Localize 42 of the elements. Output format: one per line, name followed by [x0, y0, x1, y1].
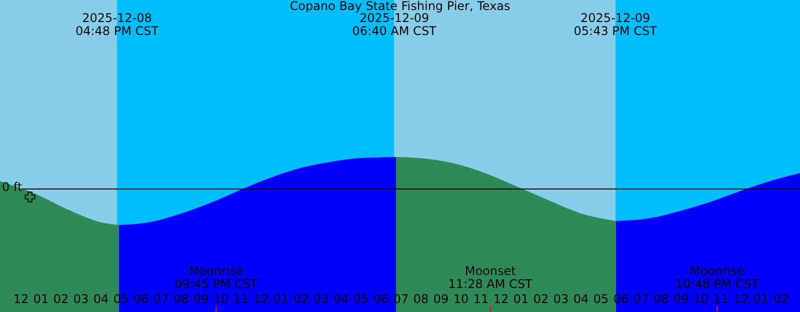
x-tick-label: 02: [773, 292, 789, 306]
ref-line-label: Moonset 11:28 AM CST: [448, 264, 534, 291]
x-tick-label: 03: [313, 292, 329, 306]
x-tick-label: 09: [433, 292, 449, 306]
x-tick-label: 01: [273, 292, 289, 306]
x-tick-label: 08: [653, 292, 669, 306]
annotation: 2025-12-09 05:43 PM CST: [574, 11, 658, 38]
ref-line-label: Moonrise 10:48 PM CST: [675, 264, 760, 291]
x-tick-label: 02: [53, 292, 69, 306]
ref-line-label: Moonrise 09:45 PM CST: [174, 264, 258, 291]
x-tick-label: 12: [493, 292, 509, 306]
x-tick-label: 04: [333, 292, 349, 306]
x-tick-label: 10: [453, 292, 469, 306]
x-tick-label: 03: [73, 292, 89, 306]
x-tick-label: 08: [173, 292, 189, 306]
x-tick-label: 10: [693, 292, 709, 306]
x-tick-label: 03: [553, 292, 569, 306]
x-tick-label: 02: [533, 292, 549, 306]
x-tick-label: 04: [93, 292, 109, 306]
x-tick-label: 08: [413, 292, 429, 306]
x-tick-label: 07: [153, 292, 169, 306]
x-tick-label: 01: [753, 292, 769, 306]
x-tick-label: 07: [633, 292, 649, 306]
chart-title: Copano Bay State Fishing Pier, Texas: [290, 0, 510, 13]
x-tick-label: 06: [373, 292, 389, 306]
x-tick-label: 04: [573, 292, 589, 306]
x-tick-label: 10: [213, 292, 229, 306]
x-tick-label: 05: [353, 292, 369, 306]
x-tick-label: 11: [233, 292, 249, 306]
x-tick-label: 05: [593, 292, 609, 306]
x-tick-label: 02: [293, 292, 309, 306]
x-tick-label: 11: [713, 292, 729, 306]
annotation: 2025-12-08 04:48 PM CST: [75, 11, 160, 38]
x-tick-label: 01: [513, 292, 529, 306]
x-tick-label: 01: [33, 292, 49, 306]
x-tick-label: 06: [133, 292, 149, 306]
x-tick-label: 09: [193, 292, 209, 306]
x-tick-label: 11: [473, 292, 489, 306]
x-tick-label: 12: [253, 292, 269, 306]
x-tick-label: 09: [673, 292, 689, 306]
x-tick-label: 12: [733, 292, 749, 306]
x-tick-label: 12: [13, 292, 29, 306]
